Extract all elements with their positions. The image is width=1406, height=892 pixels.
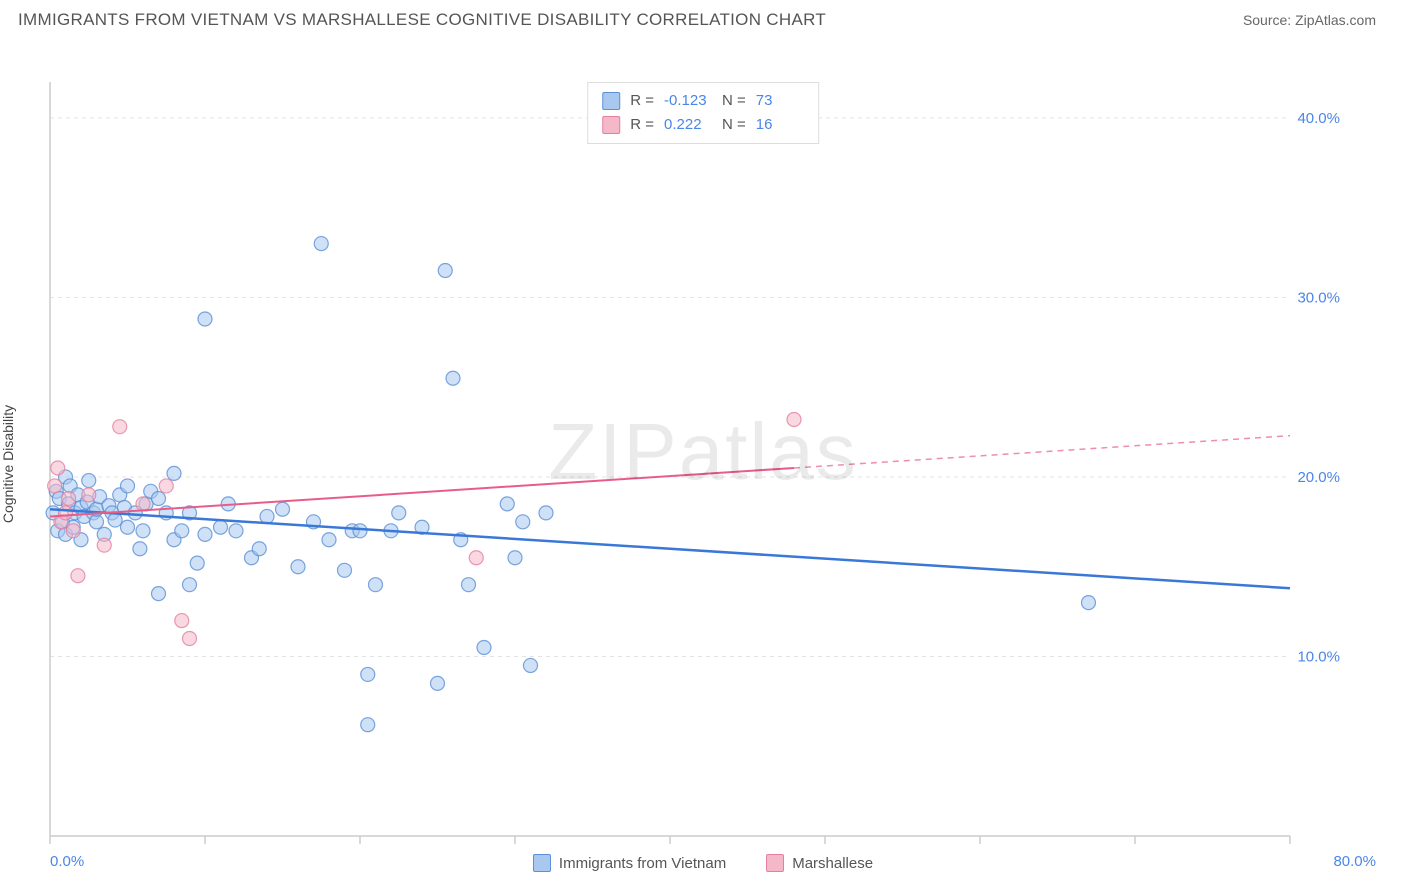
y-axis-label: Cognitive Disability — [0, 405, 16, 523]
source-label: Source: ZipAtlas.com — [1243, 12, 1376, 28]
swatch-bottom-2 — [766, 854, 784, 872]
svg-text:20.0%: 20.0% — [1297, 469, 1340, 486]
r-label-1: R = — [630, 89, 654, 113]
n-label-1: N = — [722, 89, 746, 113]
r-value-2: 0.222 — [664, 113, 712, 137]
swatch-bottom-1 — [533, 854, 551, 872]
legend-row-1: R = -0.123 N = 73 — [602, 89, 804, 113]
r-value-1: -0.123 — [664, 89, 712, 113]
swatch-series2 — [602, 116, 620, 134]
svg-text:30.0%: 30.0% — [1297, 289, 1340, 306]
legend-row-2: R = 0.222 N = 16 — [602, 113, 804, 137]
legend-label-2: Marshallese — [792, 855, 873, 872]
svg-text:40.0%: 40.0% — [1297, 110, 1340, 127]
chart-title: IMMIGRANTS FROM VIETNAM VS MARSHALLESE C… — [18, 10, 826, 30]
legend-item-2: Marshallese — [766, 854, 873, 872]
chart-header: IMMIGRANTS FROM VIETNAM VS MARSHALLESE C… — [0, 0, 1406, 36]
n-value-2: 16 — [756, 113, 804, 137]
bottom-legend: Immigrants from Vietnam Marshallese — [0, 854, 1406, 872]
svg-text:10.0%: 10.0% — [1297, 648, 1340, 665]
chart-area: Cognitive Disability ZIPatlas 10.0%20.0%… — [0, 36, 1406, 876]
correlation-legend: R = -0.123 N = 73 R = 0.222 N = 16 — [587, 82, 819, 144]
legend-label-1: Immigrants from Vietnam — [559, 855, 726, 872]
n-value-1: 73 — [756, 89, 804, 113]
n-label-2: N = — [722, 113, 746, 137]
legend-item-1: Immigrants from Vietnam — [533, 854, 726, 872]
swatch-series1 — [602, 92, 620, 110]
r-label-2: R = — [630, 113, 654, 137]
scatter-chart-svg: 10.0% 20.0% 30.0% 40.0% — [0, 36, 1406, 876]
